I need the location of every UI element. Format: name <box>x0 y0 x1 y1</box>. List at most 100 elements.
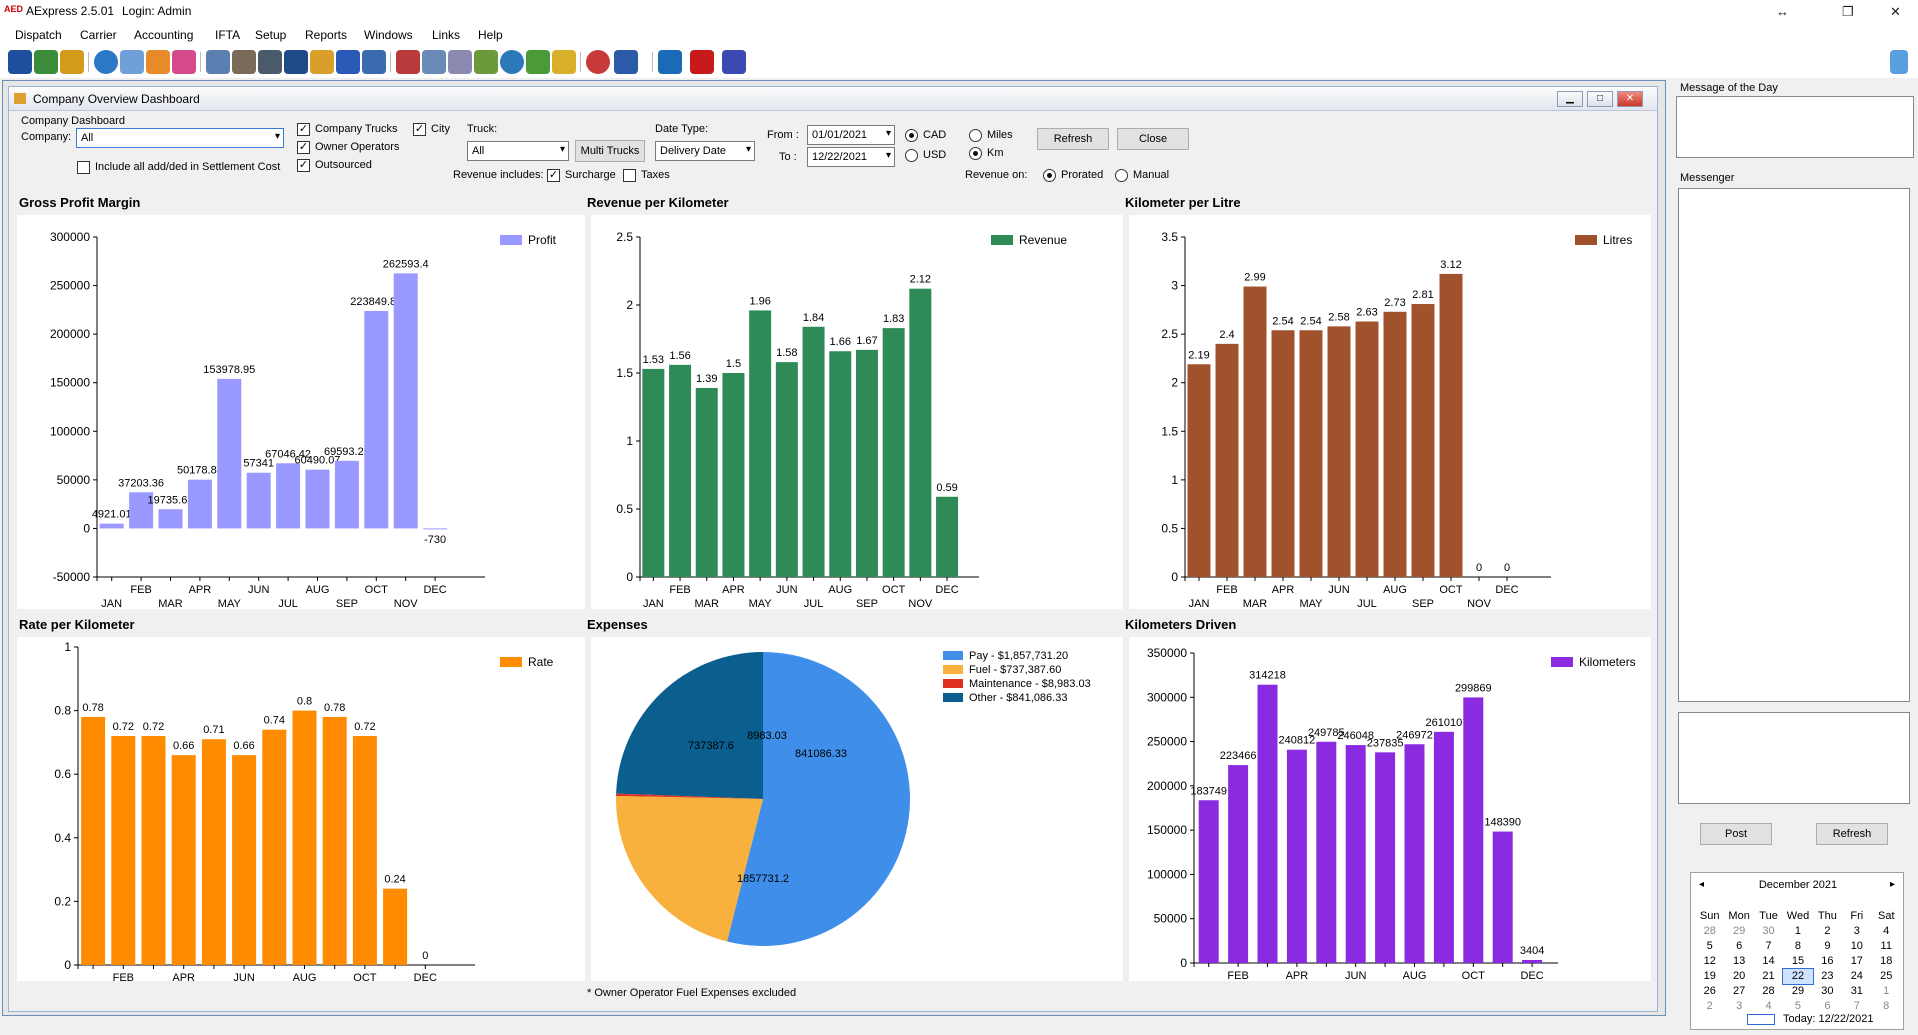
trailer-icon[interactable] <box>310 50 334 74</box>
taxes-checkbox[interactable] <box>623 169 636 182</box>
prorated-radio[interactable] <box>1043 169 1056 182</box>
refresh-button[interactable]: Refresh <box>1037 128 1109 150</box>
calendar-day[interactable]: 29 <box>1733 925 1746 937</box>
menu-windows[interactable]: Windows <box>364 28 413 42</box>
calendar[interactable]: ◂ December 2021 ▸ Sun Mon Tue Wed Thu Fri Sat … <box>1690 872 1904 1030</box>
calendar-month[interactable]: December 2021 <box>1758 879 1838 891</box>
manual-radio[interactable] <box>1115 169 1128 182</box>
users-icon[interactable] <box>206 50 230 74</box>
menu-reports[interactable]: Reports <box>305 28 348 42</box>
calendar-day[interactable]: 23 <box>1821 970 1834 982</box>
exit-icon[interactable] <box>722 50 746 74</box>
map-icon[interactable] <box>474 50 498 74</box>
calendar-day[interactable]: 10 <box>1850 940 1863 952</box>
calendar-day[interactable]: 9 <box>1824 940 1831 952</box>
calendar-day[interactable]: 30 <box>1821 985 1834 997</box>
calendar-day[interactable]: 7 <box>1765 940 1772 952</box>
outsourced-checkbox[interactable]: ✓ <box>297 159 310 172</box>
calendar-day[interactable]: 27 <box>1733 985 1746 997</box>
post-button[interactable]: Post <box>1700 823 1772 845</box>
truck-icon[interactable] <box>336 50 360 74</box>
menu-carrier[interactable]: Carrier <box>80 28 117 42</box>
maximize-button[interactable]: □ <box>1587 91 1613 107</box>
driver-icon[interactable] <box>258 50 282 74</box>
close-button[interactable]: ✕ <box>1617 91 1643 107</box>
to-date-picker[interactable]: 12/22/2021 ▾ <box>807 147 895 167</box>
document-icon[interactable] <box>120 50 144 74</box>
close-icon[interactable]: ✕ <box>1890 4 1901 19</box>
surcharge-checkbox[interactable]: ✓ <box>547 169 560 182</box>
date-type-select[interactable]: Delivery Date ▾ <box>655 141 755 161</box>
from-date-picker[interactable]: 01/01/2021 ▾ <box>807 125 895 145</box>
fuel-icon[interactable] <box>396 50 420 74</box>
people-icon[interactable] <box>232 50 256 74</box>
calendar-day[interactable]: 28 <box>1703 925 1716 937</box>
messenger-refresh-button[interactable]: Refresh <box>1816 823 1888 845</box>
include-checkbox[interactable] <box>77 161 90 174</box>
calendar-day[interactable]: 20 <box>1733 970 1746 982</box>
close-dashboard-button[interactable]: Close <box>1117 128 1189 150</box>
multi-trucks-button[interactable]: Multi Trucks <box>575 140 645 162</box>
coins-icon[interactable] <box>552 50 576 74</box>
menu-dispatch[interactable]: Dispatch <box>15 28 62 42</box>
today-label[interactable]: Today: 12/22/2021 <box>1783 1013 1874 1025</box>
calendar-day[interactable]: 2 <box>1824 925 1831 937</box>
menu-links[interactable]: Links <box>432 28 461 42</box>
route-icon[interactable] <box>422 50 446 74</box>
calendar-day[interactable]: 6 <box>1736 940 1743 952</box>
calendar-day[interactable]: 4 <box>1883 925 1890 937</box>
calendar-day[interactable]: 1 <box>1794 925 1802 937</box>
company-select[interactable]: All ▾ <box>76 128 284 148</box>
person-icon[interactable] <box>284 50 308 74</box>
calendar-day[interactable]: 26 <box>1703 985 1716 997</box>
calendar-day[interactable]: 4 <box>1765 1000 1772 1012</box>
aed-logo-icon[interactable] <box>690 50 714 74</box>
calendar-day[interactable]: 3 <box>1853 925 1860 937</box>
tools-icon[interactable] <box>362 50 386 74</box>
prev-month-icon[interactable]: ◂ <box>1699 879 1705 890</box>
usd-radio[interactable] <box>905 149 918 162</box>
calendar-day[interactable]: 24 <box>1850 970 1863 982</box>
balloon-icon[interactable] <box>146 50 170 74</box>
shield-icon[interactable] <box>448 50 472 74</box>
calendar-day[interactable]: 17 <box>1850 955 1863 967</box>
calendar-day[interactable]: 30 <box>1762 925 1775 937</box>
calendar-day[interactable]: 7 <box>1853 1000 1860 1012</box>
message-input[interactable] <box>1678 712 1910 804</box>
globe-icon[interactable] <box>94 50 118 74</box>
menu-ifta[interactable]: IFTA <box>215 28 241 42</box>
menu-accounting[interactable]: Accounting <box>134 28 194 42</box>
km-radio[interactable] <box>969 147 982 160</box>
menu-setup[interactable]: Setup <box>255 28 287 42</box>
calendar-day[interactable]: 13 <box>1733 955 1746 967</box>
menu-help[interactable]: Help <box>478 28 503 42</box>
calendar-day[interactable]: 6 <box>1824 1000 1831 1012</box>
city-checkbox[interactable]: ✓ <box>413 123 426 136</box>
calendar-day[interactable]: 2 <box>1706 1000 1713 1012</box>
mail-icon[interactable] <box>614 50 638 74</box>
ae-icon-2[interactable] <box>34 50 58 74</box>
calendar-day[interactable]: 31 <box>1850 985 1863 997</box>
browser-icon[interactable] <box>586 50 610 74</box>
messenger-box[interactable] <box>1678 188 1910 702</box>
calendar-day[interactable]: 11 <box>1880 940 1892 952</box>
calendar-day[interactable]: 29 <box>1791 985 1805 997</box>
sync-icon[interactable] <box>500 50 524 74</box>
lock-icon[interactable] <box>658 50 682 74</box>
calendar-day[interactable]: 21 <box>1762 970 1775 982</box>
calendar-day[interactable]: 19 <box>1703 970 1716 982</box>
calendar-day[interactable]: 8 <box>1794 940 1802 952</box>
calendar-day[interactable]: 22 <box>1782 968 1814 985</box>
calendar-day[interactable]: 28 <box>1762 985 1775 997</box>
calendar-day[interactable]: 5 <box>1794 1000 1802 1012</box>
calendar-day[interactable]: 14 <box>1762 955 1775 967</box>
restore-icon[interactable]: ❐ <box>1842 4 1854 19</box>
calendar-day[interactable]: 1 <box>1883 985 1890 997</box>
company-trucks-checkbox[interactable]: ✓ <box>297 123 310 136</box>
calendar-day[interactable]: 8 <box>1883 1000 1890 1012</box>
truck-select[interactable]: All ▾ <box>467 141 569 161</box>
calendar-day[interactable]: 12 <box>1703 955 1716 967</box>
owner-operators-checkbox[interactable]: ✓ <box>297 141 310 154</box>
calendar-day[interactable]: 18 <box>1880 955 1893 967</box>
cards-icon[interactable] <box>172 50 196 74</box>
